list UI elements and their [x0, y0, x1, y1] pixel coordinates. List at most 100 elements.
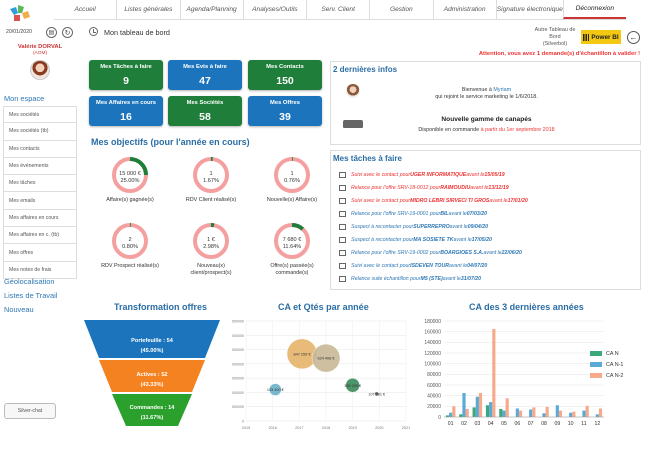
task-item[interactable]: Suivi avec le contact pour MIDRO LEBRI S… [339, 195, 639, 206]
objective-gauge[interactable]: 1 0.76% Nouvelle(s) Affaire(s) [262, 156, 322, 222]
sidebar-item-affaires[interactable]: Mes affaires en cours [3, 209, 77, 228]
info-news-title[interactable]: Nouvelle gamme de canapés [441, 116, 532, 123]
kpi-affaires[interactable]: Mes Affaires en cours 16 [89, 96, 163, 126]
bar[interactable] [472, 407, 476, 417]
chat-button[interactable]: Silver-chat [4, 403, 56, 419]
bar[interactable] [492, 329, 496, 417]
refresh-icon[interactable]: ↻ [62, 27, 73, 38]
bar[interactable] [582, 410, 586, 417]
bar[interactable] [545, 406, 549, 417]
nav-administration[interactable]: Administration [432, 0, 496, 19]
legend-swatch[interactable] [590, 373, 602, 378]
bar[interactable] [585, 405, 589, 417]
funnel-stage-actives[interactable] [99, 360, 205, 392]
task-item[interactable]: Relance pour l'offre SRV-19-0002 pour BO… [339, 248, 639, 259]
sidebar-item-taches[interactable]: Mes tâches [3, 175, 77, 193]
kpi-offres[interactable]: Mes Offres 39 [248, 96, 322, 126]
bar[interactable] [572, 411, 576, 417]
kpi-societes[interactable]: Mes Sociétés 58 [168, 96, 242, 126]
legend-swatch[interactable] [590, 362, 602, 367]
bar[interactable] [459, 414, 463, 417]
task-item[interactable]: Relance pour l'offre SRV-19-0001 pour BI… [339, 208, 639, 219]
nav-accueil[interactable]: Accueil [74, 6, 96, 13]
bar[interactable] [569, 412, 573, 417]
back-icon[interactable]: ← [627, 31, 640, 44]
gauge-label: Nouvelle(s) Affaire(s) [266, 197, 318, 203]
other-dashboard-link[interactable]: Autre Tableau de Bord (Silverbol) [530, 27, 580, 48]
task-item[interactable]: Relance pour l'offre SRV-18-0012 pour RA… [339, 182, 639, 193]
objective-gauge[interactable]: 15 000 €25.00% Affaire(s) gagnée(s) [100, 156, 160, 222]
bar[interactable] [532, 407, 536, 417]
bubble-point[interactable] [374, 391, 379, 397]
objective-gauge[interactable]: 1 1.67% RDV Client réalisé(s) [181, 156, 241, 222]
kpi-taches[interactable]: Mes Tâches à faire 9 [89, 60, 163, 90]
my-space-title[interactable]: Mon espace [4, 94, 45, 103]
bar[interactable] [515, 408, 519, 417]
kpi-label: Mes Evts à faire [183, 64, 227, 70]
bar[interactable] [555, 405, 559, 417]
bar[interactable] [452, 406, 456, 417]
nav-analyses-outils[interactable]: Analyses/Outils [242, 0, 306, 19]
sidebar-item-societes-tb[interactable]: Mes sociétés (tb) [3, 123, 77, 141]
app-logo[interactable] [6, 3, 36, 25]
sidebar-item-societes[interactable]: Mes sociétés [3, 106, 77, 124]
funnel-stage-commandes[interactable] [112, 394, 192, 426]
nav-listes-generales[interactable]: Listes générales [116, 0, 179, 19]
bar[interactable] [542, 413, 546, 417]
bar[interactable] [478, 393, 483, 417]
task-item[interactable]: Relance suite échantillon pour M5 (STE) … [339, 274, 639, 285]
link-geolocalisation[interactable]: Géolocalisation [4, 277, 55, 286]
link-nouveau[interactable]: Nouveau [4, 305, 34, 315]
bar[interactable] [502, 410, 506, 417]
bar[interactable] [485, 405, 490, 417]
sidebar-item-notes-frais[interactable]: Mes notes de frais [3, 261, 77, 279]
bar[interactable] [598, 408, 603, 417]
nav-serv-client[interactable]: Serv. Client [306, 0, 369, 19]
funnel-stage-portefeuille[interactable] [84, 320, 220, 358]
sidebar-item-affaires-tb[interactable]: Mes affaires en c. (tb) [3, 227, 77, 245]
x-tick-label: 06 [514, 421, 520, 427]
bar[interactable] [489, 402, 493, 417]
task-item[interactable]: Suspect à recontacter pour MA SOSIETE TK… [339, 235, 639, 246]
bar[interactable] [529, 409, 533, 417]
nav-agenda-planning[interactable]: Agenda/Planning [179, 0, 243, 19]
sidebar-item-contacts[interactable]: Mes contacts [3, 140, 77, 158]
task-item[interactable]: Suivi avec le contact pour UGER INFORMAT… [339, 169, 639, 180]
book-icon[interactable]: ▤ [46, 27, 57, 38]
task-text: Relance pour l'offre SRV-19-0001 pour [351, 210, 441, 217]
bubble-point[interactable] [345, 378, 360, 393]
bar[interactable] [465, 409, 469, 417]
bar[interactable] [445, 415, 450, 417]
task-item[interactable]: Suspect à recontacter pour SUPERREPRO av… [339, 221, 639, 232]
info-welcome[interactable]: Bienvenue à Myriam [331, 87, 642, 93]
objective-gauge[interactable]: 7 680 €11.64% Offre(s) passée(s) commande… [262, 222, 322, 288]
bar[interactable] [449, 412, 453, 417]
bubble-point[interactable] [311, 343, 341, 373]
y-tick-label: 180000 [424, 319, 441, 325]
sidebar-item-offres[interactable]: Mes offres [3, 244, 77, 262]
bar[interactable] [595, 414, 599, 417]
bar[interactable] [499, 409, 503, 417]
nav-signature-electronique[interactable]: Signature électronique [495, 0, 563, 19]
bar[interactable] [462, 393, 466, 417]
kpi-label: Mes Affaires en cours [95, 100, 157, 106]
kpi-evts[interactable]: Mes Evts à faire 47 [168, 60, 242, 90]
sample-warning[interactable]: Attention, vous avez 1 demande(s) d'écha… [478, 51, 640, 57]
sidebar-item-emails[interactable]: Mes emails [3, 192, 77, 210]
sidebar-item-evenements[interactable]: Mes événements [3, 157, 77, 176]
bubble-point[interactable] [269, 383, 282, 396]
task-item[interactable]: Suivi avec le contact pour ISDEVEN TOUR … [339, 261, 639, 272]
bar[interactable] [505, 398, 509, 417]
link-listes-travail[interactable]: Listes de Travail [4, 291, 58, 301]
bar[interactable] [558, 410, 563, 417]
kpi-contacts[interactable]: Mes Contacts 150 [248, 60, 322, 90]
objective-gauge[interactable]: 2 0.80% RDV Prospect réalisé(s) [100, 222, 160, 288]
bar[interactable] [475, 396, 479, 417]
nav-gestion[interactable]: Gestion [369, 0, 432, 19]
nav-deconnexion[interactable]: Déconnexion [562, 0, 626, 19]
powerbi-button[interactable]: Power BI [581, 30, 621, 44]
legend-swatch[interactable] [590, 351, 602, 356]
avatar[interactable] [30, 60, 50, 80]
objective-gauge[interactable]: 1 €2.98% Nouveau(x) client/prospect(s) [181, 222, 241, 288]
bar[interactable] [518, 410, 523, 417]
